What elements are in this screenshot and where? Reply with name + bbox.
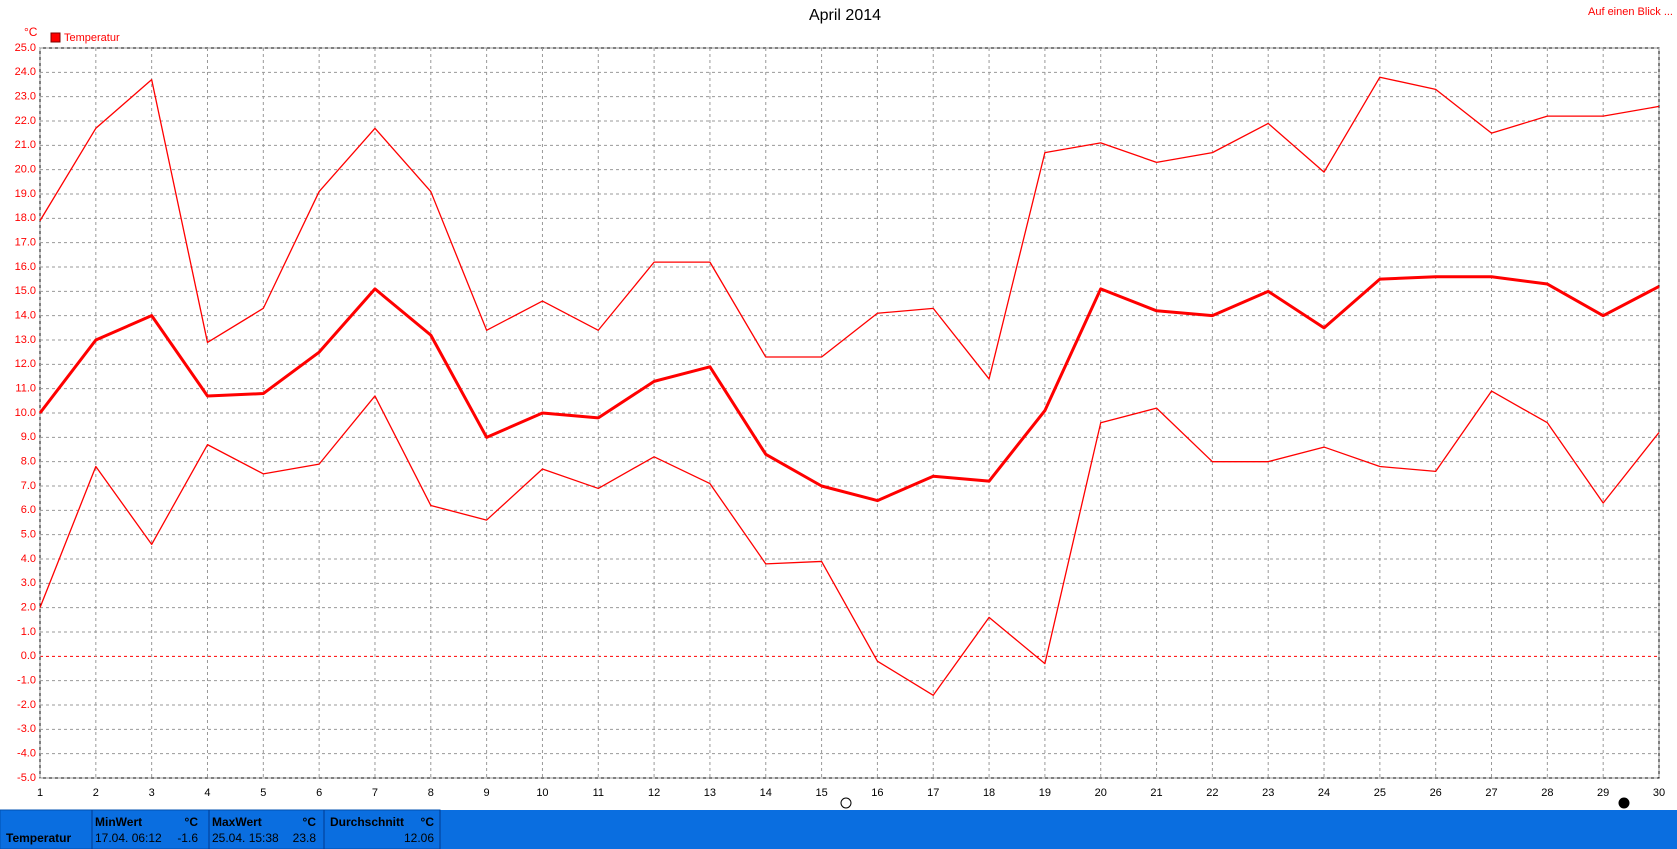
x-tick-label: 24	[1318, 787, 1330, 799]
x-tick-label: 11	[593, 787, 604, 799]
link[interactable]: Auf einen Blick ...	[1588, 6, 1673, 18]
x-tick-label: 29	[1597, 787, 1609, 799]
moon-icon	[840, 797, 852, 809]
x-tick-label: 10	[536, 787, 548, 799]
max-value: 23.8	[293, 831, 317, 845]
y-tick-label: 16.0	[15, 261, 36, 273]
legend-swatch	[50, 32, 61, 43]
x-tick-label: 20	[1095, 787, 1107, 799]
y-tick-label: -1.0	[17, 675, 36, 687]
y-tick-label: 17.0	[15, 237, 36, 249]
y-tick-label: 12.0	[15, 358, 36, 370]
legend-label: Temperatur	[64, 32, 120, 44]
x-tick-label: 17	[927, 787, 939, 799]
x-tick-label: 28	[1541, 787, 1553, 799]
x-tick-label: 15	[815, 787, 827, 799]
min-unit: °C	[185, 815, 199, 829]
max-unit: °C	[303, 815, 317, 829]
x-tick-label: 16	[871, 787, 883, 799]
x-tick-label: 23	[1262, 787, 1274, 799]
y-tick-label: 23.0	[15, 91, 36, 103]
x-tick-label: 8	[428, 787, 434, 799]
min-title: MinWert	[95, 815, 142, 829]
y-tick-label: 14.0	[15, 310, 36, 322]
footer: Temperatur MinWert °C 17.04. 06:12 -1.6 …	[0, 809, 1677, 849]
y-tick-label: 19.0	[15, 188, 36, 200]
y-tick-label: 24.0	[15, 66, 36, 78]
plot-area	[39, 47, 1660, 779]
y-tick-label: 0.0	[21, 650, 36, 662]
x-tick-label: 19	[1039, 787, 1051, 799]
y-tick-label: 8.0	[21, 456, 36, 468]
y-tick-label: 21.0	[15, 139, 36, 151]
y-tick-label: 6.0	[21, 504, 36, 516]
x-tick-label: 12	[648, 787, 660, 799]
x-tick-label: 6	[316, 787, 322, 799]
x-tick-label: 5	[260, 787, 266, 799]
max-time: 25.04. 15:38	[212, 831, 279, 845]
y-tick-label: 11.0	[15, 383, 36, 395]
footer-label: Temperatur	[6, 831, 71, 845]
x-tick-label: 2	[93, 787, 99, 799]
y-tick-label: 15.0	[15, 285, 36, 297]
y-tick-label: 25.0	[15, 42, 36, 54]
x-tick-label: 22	[1206, 787, 1218, 799]
min-value: -1.6	[177, 831, 198, 845]
x-tick-label: 9	[484, 787, 490, 799]
moon-icon	[1618, 797, 1630, 809]
y-tick-label: 9.0	[21, 431, 36, 443]
x-tick-label: 26	[1430, 787, 1442, 799]
avg-unit: °C	[421, 815, 435, 829]
x-tick-label: 21	[1150, 787, 1162, 799]
chart-title: April 2014	[809, 7, 881, 24]
y-tick-label: -4.0	[17, 748, 36, 760]
y-tick-label: 5.0	[21, 529, 36, 541]
x-tick-label: 30	[1653, 787, 1665, 799]
x-tick-label: 7	[372, 787, 378, 799]
y-tick-label: 2.0	[21, 602, 36, 614]
y-tick-label: -2.0	[17, 699, 36, 711]
y-tick-label: 1.0	[21, 626, 36, 638]
max-title: MaxWert	[212, 815, 262, 829]
y-tick-label: 4.0	[21, 553, 36, 565]
x-tick-label: 25	[1374, 787, 1386, 799]
x-tick-label: 3	[149, 787, 155, 799]
y-tick-label: 18.0	[15, 212, 36, 224]
y-tick-label: -5.0	[17, 772, 36, 784]
y-tick-label: -3.0	[17, 723, 36, 735]
min-time: 17.04. 06:12	[95, 831, 162, 845]
x-tick-label: 27	[1485, 787, 1497, 799]
avg-title: Durchschnitt	[330, 815, 404, 829]
y-tick-label: 20.0	[15, 164, 36, 176]
y-tick-label: 22.0	[15, 115, 36, 127]
unit-label: °C	[24, 25, 38, 39]
x-tick-label: 1	[37, 787, 43, 799]
x-tick-label: 13	[704, 787, 716, 799]
x-tick-label: 14	[760, 787, 772, 799]
temperature-line	[39, 390, 1660, 696]
temperature-line	[39, 76, 1660, 380]
temperature-line	[38, 275, 1660, 503]
avg-value: 12.06	[404, 831, 434, 845]
x-tick-label: 18	[983, 787, 995, 799]
y-tick-label: 13.0	[15, 334, 36, 346]
y-tick-label: 3.0	[21, 577, 36, 589]
x-tick-label: 4	[204, 787, 210, 799]
y-tick-label: 7.0	[21, 480, 36, 492]
y-tick-label: 10.0	[15, 407, 36, 419]
